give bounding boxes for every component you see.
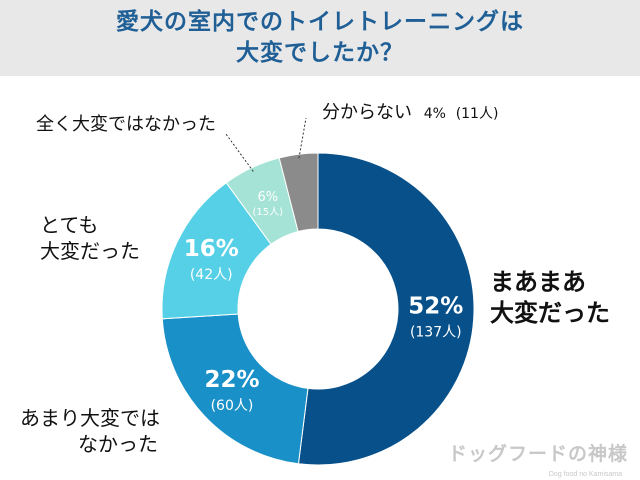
category-label-line: 分からない	[322, 102, 412, 123]
watermark-subtitle: Dog food no Kamisama	[548, 471, 622, 478]
category-label-somewhat-hard: まあまあ 大変だった	[490, 267, 610, 329]
chart-title-line-1: 愛犬の室内でのトイレトレーニングは	[116, 9, 524, 35]
donut-slice-somewhat-hard	[297, 152, 475, 466]
percent-label: 16%	[184, 236, 239, 262]
leader-line-dont-know	[298, 117, 307, 159]
category-label-line: あまり大変では	[20, 406, 160, 430]
chart-title-line-2: 大変でしたか？	[236, 40, 404, 66]
category-label-line: なかった	[78, 432, 158, 456]
donut-slice-very-hard	[161, 182, 272, 320]
category-label-dont-know: 分からない 4% (11人)	[322, 100, 498, 127]
percent-label: 52%	[408, 293, 463, 319]
leader-line-not-hard-at-all	[225, 133, 254, 172]
category-label-line: 大変だった	[40, 239, 140, 263]
percent-label: 4%	[423, 106, 446, 122]
donut-slice-dont-know	[278, 152, 319, 233]
category-label-not-very-hard: あまり大変では なかった	[20, 405, 160, 457]
category-label-line: まあまあ	[490, 268, 586, 296]
count-label: (42人)	[190, 267, 233, 283]
percent-label: 22%	[204, 367, 259, 393]
category-label-line: とても	[40, 213, 99, 237]
count-label: (60人)	[211, 398, 254, 414]
category-label-line: 大変だった	[490, 299, 610, 327]
watermark-logo: ドッグフードの神様	[447, 443, 628, 465]
category-label-line: 全く大変ではなかった	[36, 114, 216, 135]
category-label-not-hard-at-all: 全く大変ではなかった	[36, 112, 216, 138]
count-label: (137人)	[410, 324, 462, 340]
percent-label: 6%	[257, 190, 278, 205]
count-label: (15人)	[252, 206, 283, 218]
donut-slice-not-very-hard	[161, 313, 309, 465]
category-label-very-hard: とても 大変だった	[40, 212, 140, 264]
count-label: (11人)	[455, 106, 499, 122]
chart-title: 愛犬の室内でのトイレトレーニングは 大変でしたか？	[0, 0, 640, 76]
